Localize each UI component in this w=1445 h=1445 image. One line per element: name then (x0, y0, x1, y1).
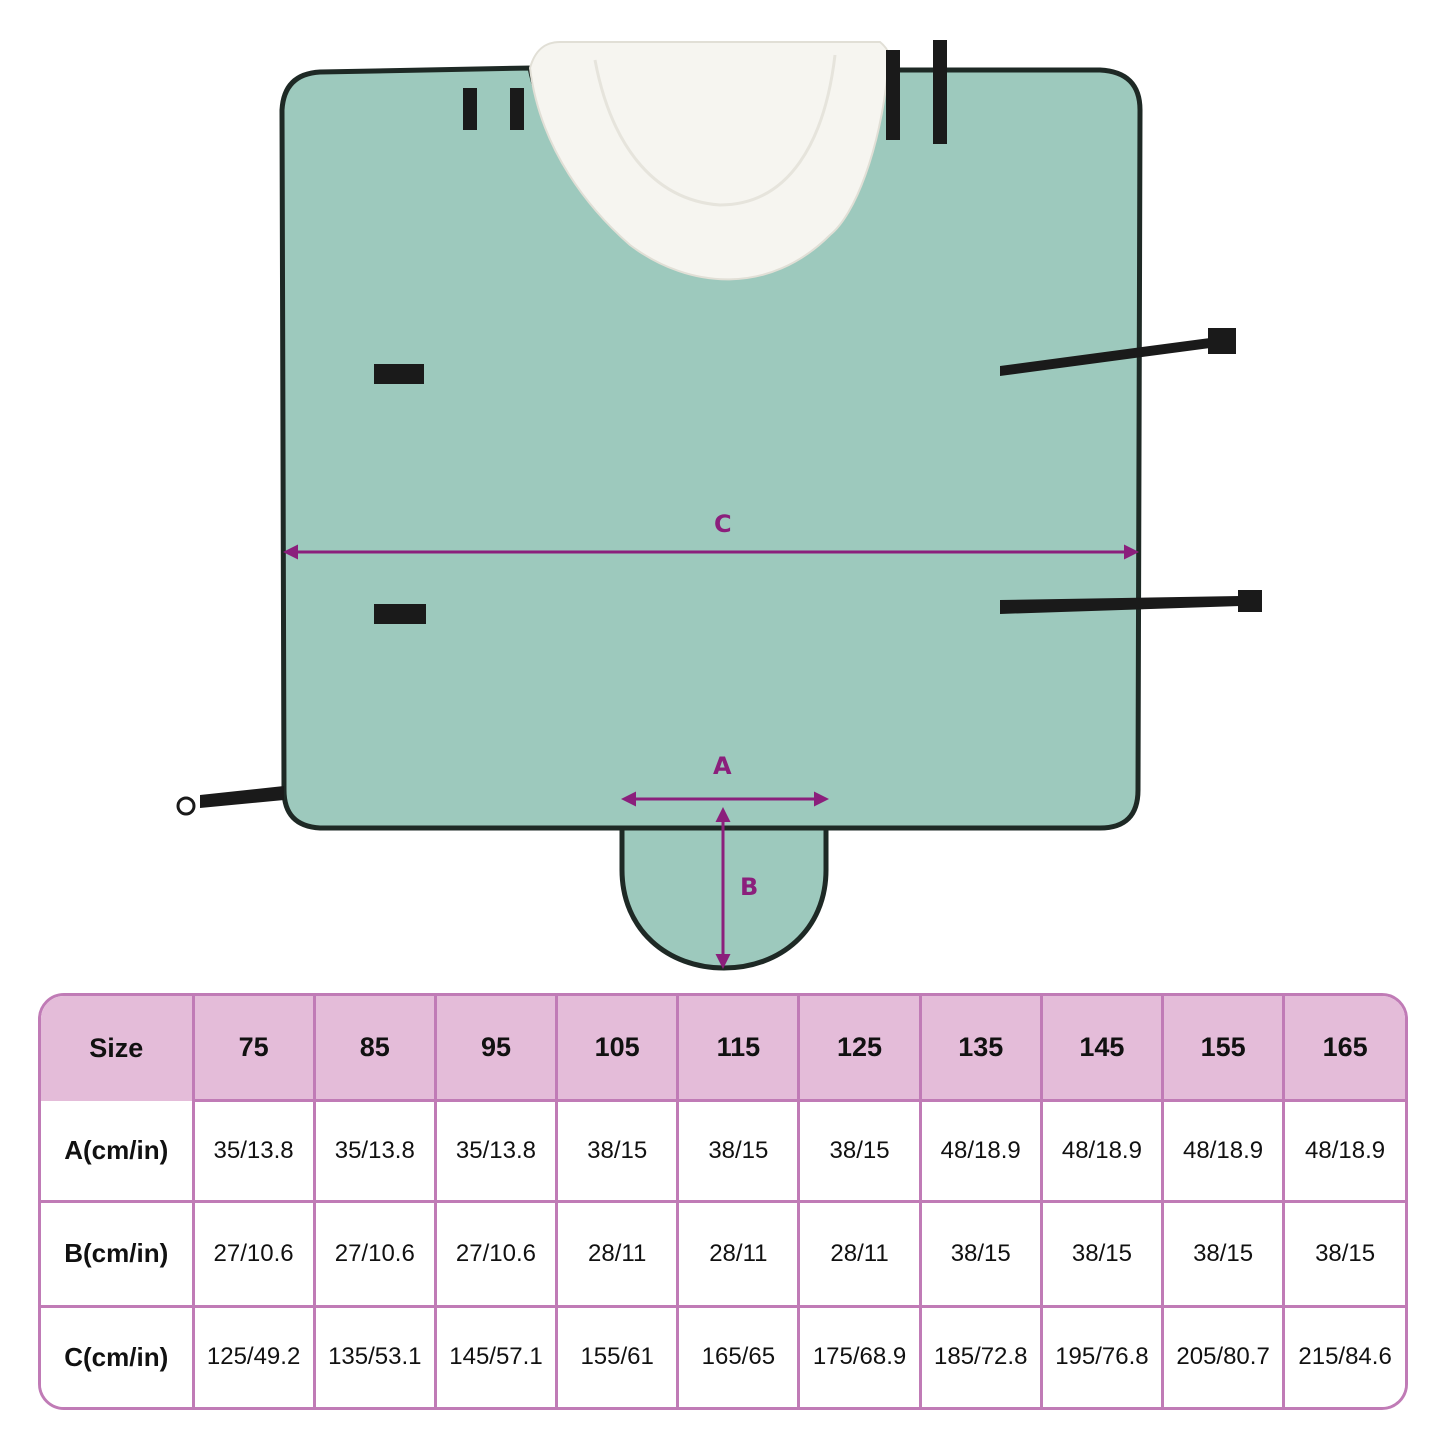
measurement-cell: 27/10.6 (433, 1199, 559, 1308)
measurement-cell: 155/61 (555, 1304, 680, 1407)
size-header-cell: 75 (191, 996, 316, 1101)
size-header-cell: 125 (797, 996, 922, 1101)
buckle (463, 88, 477, 130)
blanket-illustration: C A B (176, 40, 1262, 971)
size-header-cell: 85 (312, 996, 437, 1101)
measurement-cell: 38/15 (676, 1099, 801, 1203)
dimension-c-label: C (714, 510, 732, 538)
measurement-cell: 48/18.9 (1039, 1099, 1165, 1203)
size-header-cell: 155 (1160, 996, 1286, 1101)
dimension-a-label: A (713, 752, 732, 780)
table-row: C(cm/in) 125/49.2 135/53.1 145/57.1 155/61 16… (41, 1304, 1405, 1407)
fleece-collar (528, 41, 891, 281)
measurement-cell: 38/15 (1160, 1199, 1286, 1308)
row-label: B(cm/in) (41, 1199, 195, 1308)
buckle (1238, 590, 1262, 612)
leg-strap (200, 786, 284, 808)
table-row: B(cm/in) 27/10.6 27/10.6 27/10.6 28/11 28/11 2… (41, 1199, 1405, 1308)
buckle (510, 88, 524, 130)
measurement-cell: 48/18.9 (1160, 1099, 1286, 1203)
measurement-cell: 215/84.6 (1282, 1304, 1405, 1407)
measurement-cell: 35/13.8 (191, 1099, 316, 1203)
measurement-cell: 35/13.8 (312, 1099, 437, 1203)
size-column-header: Size (41, 996, 195, 1101)
row-label: A(cm/in) (41, 1100, 195, 1203)
measurement-cell: 175/68.9 (797, 1304, 922, 1407)
measurement-cell: 145/57.1 (433, 1304, 559, 1407)
row-label: C(cm/in) (41, 1304, 195, 1407)
strap (1000, 596, 1240, 614)
table-row: A(cm/in) 35/13.8 35/13.8 35/13.8 38/15 38/15 3… (41, 1099, 1405, 1203)
measurement-cell: 28/11 (797, 1199, 922, 1308)
size-header-cell: 105 (555, 996, 680, 1101)
buckle (374, 364, 424, 384)
measurement-cell: 165/65 (676, 1304, 801, 1407)
strap (886, 50, 900, 140)
measurement-cell: 38/15 (555, 1099, 680, 1203)
measurement-cell: 27/10.6 (191, 1199, 316, 1308)
size-chart-table: Size 75 85 95 105 115 125 135 145 155 165 A(cm/in)… (38, 993, 1408, 1410)
measurement-cell: 27/10.6 (312, 1199, 437, 1308)
size-header-cell: 95 (433, 996, 559, 1101)
measurement-cell: 38/15 (1039, 1199, 1165, 1308)
measurement-cell: 48/18.9 (918, 1099, 1043, 1203)
strap (1000, 338, 1210, 376)
strap (933, 40, 947, 144)
size-header-cell: 115 (676, 996, 801, 1101)
measurement-cell: 125/49.2 (191, 1304, 316, 1407)
measurement-cell: 205/80.7 (1160, 1304, 1286, 1407)
measurement-cell: 185/72.8 (918, 1304, 1043, 1407)
table-header-row: Size 75 85 95 105 115 125 135 145 155 165 (41, 996, 1405, 1101)
size-header-cell: 165 (1282, 996, 1405, 1101)
measurement-cell: 38/15 (1282, 1199, 1405, 1308)
measurement-cell: 38/15 (918, 1199, 1043, 1308)
measurement-cell: 195/76.8 (1039, 1304, 1165, 1407)
measurement-cell: 135/53.1 (312, 1304, 437, 1407)
measurement-cell: 28/11 (555, 1199, 680, 1308)
measurement-cell: 48/18.9 (1282, 1099, 1405, 1203)
buckle (374, 604, 426, 624)
size-header-cell: 145 (1039, 996, 1165, 1101)
size-header-cell: 135 (918, 996, 1043, 1101)
buckle (1208, 328, 1236, 354)
measurement-cell: 38/15 (797, 1099, 922, 1203)
measurement-cell: 28/11 (676, 1199, 801, 1308)
measurement-cell: 35/13.8 (433, 1099, 559, 1203)
dimension-b-label: B (740, 873, 758, 901)
